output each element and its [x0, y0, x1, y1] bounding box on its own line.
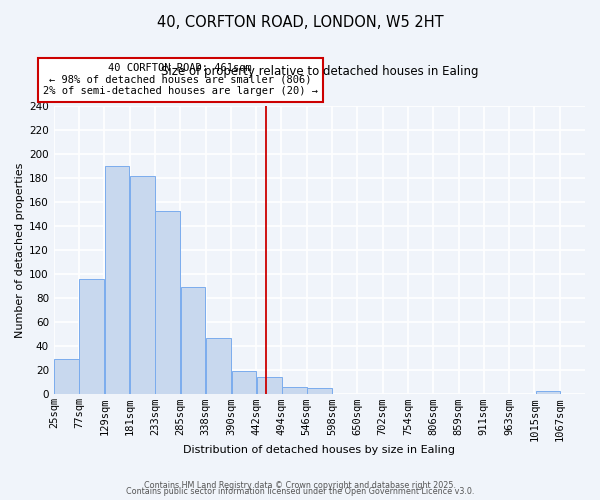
Bar: [155, 210, 180, 394]
Text: Contains HM Land Registry data © Crown copyright and database right 2025.: Contains HM Land Registry data © Crown c…: [144, 481, 456, 490]
Text: 40 CORFTON ROAD: 461sqm
← 98% of detached houses are smaller (806)
2% of semi-de: 40 CORFTON ROAD: 461sqm ← 98% of detache…: [43, 63, 318, 96]
Bar: [130, 176, 155, 394]
Bar: [536, 390, 560, 394]
Bar: [181, 288, 205, 395]
Bar: [307, 388, 332, 394]
Text: 40, CORFTON ROAD, LONDON, W5 2HT: 40, CORFTON ROAD, LONDON, W5 2HT: [157, 15, 443, 30]
X-axis label: Distribution of detached houses by size in Ealing: Distribution of detached houses by size …: [184, 445, 455, 455]
Bar: [282, 387, 307, 394]
Bar: [79, 279, 104, 394]
Bar: [232, 372, 256, 394]
Bar: [104, 166, 130, 394]
Bar: [257, 378, 281, 394]
Bar: [54, 360, 79, 394]
Y-axis label: Number of detached properties: Number of detached properties: [15, 162, 25, 338]
Text: Contains public sector information licensed under the Open Government Licence v3: Contains public sector information licen…: [126, 487, 474, 496]
Bar: [206, 338, 231, 394]
Title: Size of property relative to detached houses in Ealing: Size of property relative to detached ho…: [161, 66, 478, 78]
